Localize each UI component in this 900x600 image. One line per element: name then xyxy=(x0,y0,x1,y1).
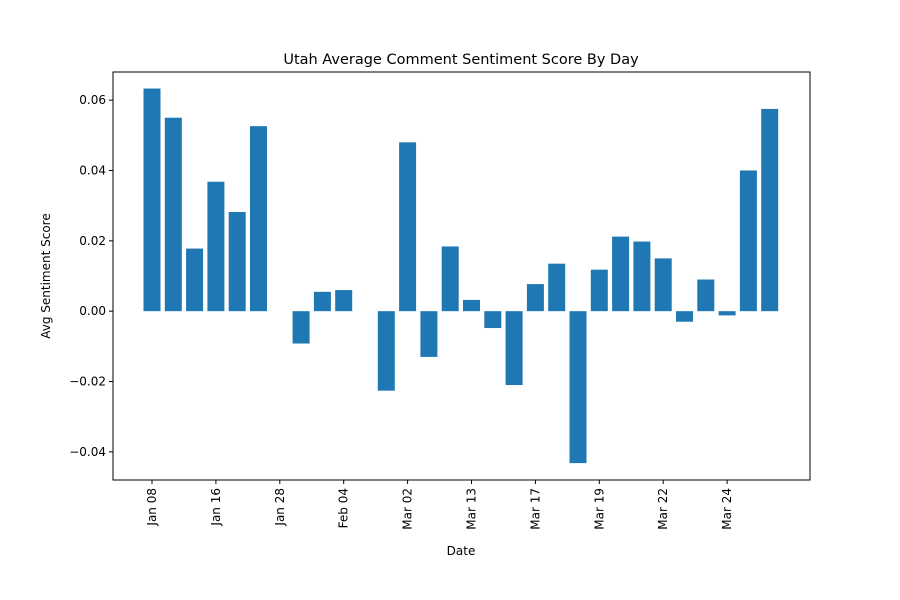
bar-16 xyxy=(526,284,544,312)
bar-3 xyxy=(207,181,225,312)
x-tick-label: Mar 19 xyxy=(592,488,606,530)
x-tick-label: Jan 16 xyxy=(209,488,223,527)
bar-25 xyxy=(718,311,736,316)
x-tick-label: Jan 28 xyxy=(273,488,287,527)
bar-21 xyxy=(633,241,651,312)
bar-4 xyxy=(228,211,246,312)
y-tick-label: −0.02 xyxy=(69,375,106,389)
x-tick-label: Mar 22 xyxy=(656,488,670,530)
y-tick-label: 0.06 xyxy=(79,93,106,107)
bar-17 xyxy=(548,263,566,312)
bar-group xyxy=(143,88,779,464)
y-tick-label: −0.04 xyxy=(69,445,106,459)
chart-title: Utah Average Comment Sentiment Score By … xyxy=(283,52,639,68)
bar-23 xyxy=(676,311,693,322)
bar-13 xyxy=(463,299,480,312)
bar-8 xyxy=(335,290,353,312)
bar-19 xyxy=(590,269,608,312)
bar-7 xyxy=(313,291,331,312)
x-tick-label: Mar 17 xyxy=(528,488,542,530)
bar-6 xyxy=(292,311,310,344)
x-tick-label: Jan 08 xyxy=(145,488,159,527)
bar-9 xyxy=(377,311,395,391)
bar-10 xyxy=(399,142,417,312)
y-axis-label: Avg Sentiment Score xyxy=(39,213,53,339)
bar-27 xyxy=(761,108,779,312)
x-axis: Jan 08 Jan 16 Jan 28 Feb 04 Mar 02 Mar 13 Mar … xyxy=(145,480,734,530)
bar-18 xyxy=(569,311,587,464)
bar-1 xyxy=(164,117,182,312)
y-axis: −0.04 −0.02 0.00 0.02 0.04 0.06 xyxy=(69,93,113,459)
bar-26 xyxy=(739,170,757,312)
bar-11 xyxy=(420,311,438,357)
bar-2 xyxy=(186,248,204,312)
bar-12 xyxy=(441,246,459,312)
bar-15 xyxy=(505,311,523,386)
y-tick-label: 0.04 xyxy=(79,163,106,177)
bar-22 xyxy=(654,258,672,312)
y-tick-label: 0.02 xyxy=(79,234,106,248)
plot-frame xyxy=(112,71,811,481)
x-tick-label: Feb 04 xyxy=(337,488,351,528)
bar-14 xyxy=(484,311,502,329)
x-tick-label: Mar 13 xyxy=(465,488,479,530)
x-axis-label: Date xyxy=(447,544,476,558)
x-tick-label: Mar 02 xyxy=(401,488,415,530)
bar-20 xyxy=(612,236,630,312)
x-tick-label: Mar 24 xyxy=(720,488,734,530)
bar-5 xyxy=(250,126,267,312)
y-tick-label: 0.00 xyxy=(79,304,106,318)
bar-24 xyxy=(697,279,715,312)
bar-0 xyxy=(143,88,161,312)
